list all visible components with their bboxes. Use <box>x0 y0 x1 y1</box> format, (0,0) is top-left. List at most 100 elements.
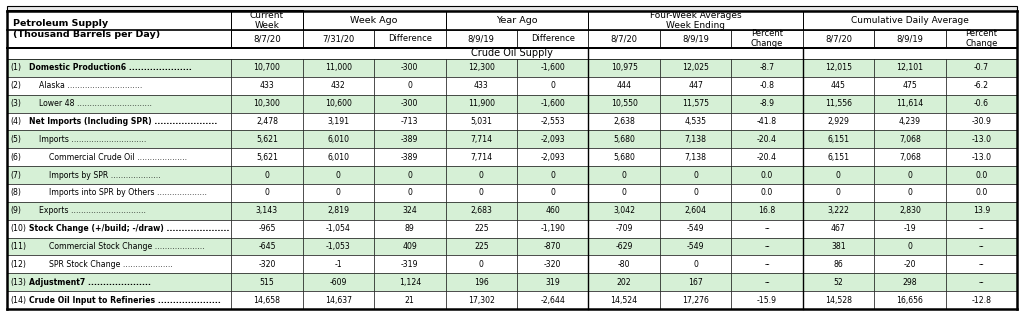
Text: (10): (10) <box>10 224 26 233</box>
Bar <box>445 184 517 202</box>
Text: 3,191: 3,191 <box>328 117 349 126</box>
Bar <box>7 148 231 166</box>
Bar <box>659 59 731 77</box>
Text: -549: -549 <box>687 242 705 251</box>
Bar <box>231 148 303 166</box>
Text: Percent
Change: Percent Change <box>965 29 997 49</box>
Text: 1,124: 1,124 <box>398 278 421 287</box>
Bar <box>231 166 303 184</box>
Text: 225: 225 <box>474 224 488 233</box>
Text: -2,093: -2,093 <box>541 153 565 162</box>
Text: -629: -629 <box>615 242 633 251</box>
Text: -1: -1 <box>335 260 342 269</box>
Bar <box>731 255 803 273</box>
Text: Crude Oil Input to Refineries .....................: Crude Oil Input to Refineries ..........… <box>29 295 221 305</box>
Text: Exports ..............................: Exports .............................. <box>39 206 146 215</box>
Text: 89: 89 <box>404 224 415 233</box>
Bar <box>374 166 445 184</box>
Bar <box>731 291 803 309</box>
Text: -389: -389 <box>401 153 419 162</box>
Bar <box>7 113 231 131</box>
Bar <box>303 95 374 113</box>
Text: 10,550: 10,550 <box>610 99 638 108</box>
Text: (6): (6) <box>10 153 20 162</box>
Text: -30.9: -30.9 <box>972 117 991 126</box>
Text: 14,658: 14,658 <box>253 295 281 305</box>
Bar <box>517 166 589 184</box>
Bar <box>303 11 445 30</box>
Bar <box>517 30 589 48</box>
Text: Year Ago: Year Ago <box>497 16 538 25</box>
Bar <box>374 59 445 77</box>
Text: 10,600: 10,600 <box>325 99 352 108</box>
Bar <box>231 77 303 95</box>
Bar <box>303 166 374 184</box>
Bar <box>303 291 374 309</box>
Text: 2,819: 2,819 <box>328 206 349 215</box>
Text: -0.6: -0.6 <box>974 99 989 108</box>
Text: 7,068: 7,068 <box>899 135 921 144</box>
Bar <box>303 113 374 131</box>
Bar <box>874 166 945 184</box>
Text: 11,614: 11,614 <box>896 99 924 108</box>
Text: (2): (2) <box>10 81 20 90</box>
Bar <box>589 202 659 220</box>
Bar <box>374 77 445 95</box>
Bar <box>589 255 659 273</box>
Text: 0.0: 0.0 <box>761 171 773 180</box>
Text: 5,680: 5,680 <box>613 153 635 162</box>
Text: 5,031: 5,031 <box>470 117 493 126</box>
Bar <box>589 148 659 166</box>
Bar <box>231 131 303 148</box>
Bar <box>945 255 1017 273</box>
Bar <box>303 220 374 238</box>
Bar <box>945 166 1017 184</box>
Bar <box>874 131 945 148</box>
Bar <box>7 131 231 148</box>
Bar <box>7 48 1017 59</box>
Text: 319: 319 <box>546 278 560 287</box>
Bar <box>803 59 874 77</box>
Bar <box>445 95 517 113</box>
Text: Imports into SPR by Others ....................: Imports into SPR by Others .............… <box>49 188 207 198</box>
Text: 86: 86 <box>834 260 844 269</box>
Bar <box>659 273 731 291</box>
Text: -20.4: -20.4 <box>757 135 777 144</box>
Bar <box>517 95 589 113</box>
Bar <box>731 77 803 95</box>
Bar <box>7 255 231 273</box>
Text: 5,621: 5,621 <box>256 153 278 162</box>
Text: (7): (7) <box>10 171 20 180</box>
Bar <box>231 113 303 131</box>
Bar <box>7 184 231 202</box>
Bar <box>731 202 803 220</box>
Bar <box>517 131 589 148</box>
Bar <box>374 184 445 202</box>
Text: -965: -965 <box>258 224 275 233</box>
Bar <box>517 59 589 77</box>
Text: --: -- <box>764 260 770 269</box>
Text: -609: -609 <box>330 278 347 287</box>
Text: Lower 48 ..............................: Lower 48 .............................. <box>39 99 152 108</box>
Bar <box>874 148 945 166</box>
Bar <box>445 202 517 220</box>
Bar <box>517 291 589 309</box>
Bar <box>303 255 374 273</box>
Text: 0: 0 <box>479 188 483 198</box>
Bar <box>7 166 231 184</box>
Bar <box>231 59 303 77</box>
Bar <box>659 220 731 238</box>
Text: Petroleum Supply
(Thousand Barrels per Day): Petroleum Supply (Thousand Barrels per D… <box>13 19 160 39</box>
Text: 6,151: 6,151 <box>827 153 850 162</box>
Bar <box>731 273 803 291</box>
Text: 447: 447 <box>688 81 703 90</box>
Text: 0.0: 0.0 <box>975 171 987 180</box>
Bar <box>7 95 231 113</box>
Text: 324: 324 <box>402 206 417 215</box>
Text: 0: 0 <box>907 242 912 251</box>
Text: 12,101: 12,101 <box>896 64 924 72</box>
Bar <box>945 273 1017 291</box>
Text: 0: 0 <box>622 188 627 198</box>
Text: 445: 445 <box>831 81 846 90</box>
Text: -41.8: -41.8 <box>757 117 777 126</box>
